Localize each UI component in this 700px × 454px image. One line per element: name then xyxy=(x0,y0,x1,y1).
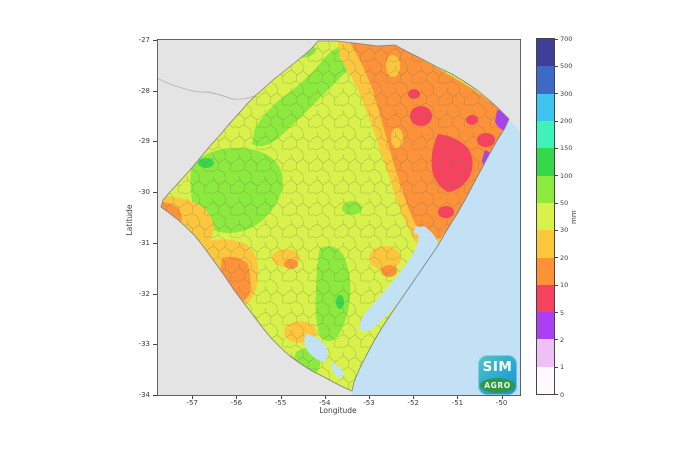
colorbar-tick-mark xyxy=(555,284,558,286)
y-tick-label: -34 xyxy=(138,390,150,399)
x-tick-mark xyxy=(192,396,194,399)
colorbar-tick-label: 0 xyxy=(560,390,565,399)
colorbar-segment-c50 xyxy=(537,175,554,203)
x-tick-label: -50 xyxy=(495,399,508,407)
colorbar-tick-label: 50 xyxy=(560,199,569,208)
colorbar-tick-mark xyxy=(555,366,558,368)
y-tick-label: -28 xyxy=(138,86,150,95)
colorbar-tick-mark xyxy=(555,202,558,204)
colorbar-segment-c1 xyxy=(537,339,554,367)
colorbar xyxy=(536,38,555,395)
x-tick-mark xyxy=(324,396,326,399)
simagro-logo: SIM AGRO xyxy=(478,355,517,395)
colorbar-tick-label: 20 xyxy=(560,253,569,262)
x-tick-label: -52 xyxy=(407,399,419,407)
colorbar-tick-label: 10 xyxy=(560,281,569,290)
x-tick-label: -56 xyxy=(230,399,243,407)
y-tick-mark xyxy=(153,394,157,396)
country-border-line xyxy=(157,77,256,100)
colorbar-segment-c10 xyxy=(537,257,554,285)
colorbar-tick-label: 100 xyxy=(560,171,573,180)
colorbar-tick-mark xyxy=(555,312,558,313)
x-tick-label: -57 xyxy=(186,399,198,407)
state-outline xyxy=(160,40,510,392)
colorbar-tick-mark xyxy=(555,120,558,122)
x-tick-mark xyxy=(280,396,282,399)
colorbar-segment-c100 xyxy=(537,148,554,176)
colorbar-tick-label: 200 xyxy=(560,117,573,126)
y-tick-mark xyxy=(153,344,157,346)
lagoa-mirim xyxy=(304,334,328,362)
x-tick-mark xyxy=(236,396,238,399)
colorbar-tick-mark xyxy=(555,147,558,149)
ocean xyxy=(352,119,521,396)
logo-text-sim: SIM xyxy=(482,359,513,375)
colorbar-tick-label: 500 xyxy=(560,62,573,71)
colorbar-tick-label: 30 xyxy=(560,226,569,235)
y-tick-mark xyxy=(153,90,157,92)
colorbar-tick-label: 700 xyxy=(560,35,573,43)
y-tick-label: -29 xyxy=(138,137,150,146)
y-tick-mark xyxy=(153,192,157,194)
colorbar-tick-mark xyxy=(555,93,558,95)
y-tick-mark xyxy=(153,242,157,244)
colorbar-segment-c0 xyxy=(537,366,554,395)
guaiba xyxy=(413,226,424,236)
colorbar-tick-label: 300 xyxy=(560,89,573,98)
colorbar-segment-c500 xyxy=(537,39,554,67)
x-tick-mark xyxy=(501,396,503,399)
colorbar-segment-c150 xyxy=(537,120,554,149)
y-tick-label: -30 xyxy=(138,188,150,197)
colorbar-segment-c300 xyxy=(537,66,554,94)
y-tick-mark xyxy=(153,141,157,143)
x-tick-mark xyxy=(413,396,415,399)
colorbar-tick-mark xyxy=(555,339,558,341)
map-canvas xyxy=(157,39,521,396)
lagoa-mangueira xyxy=(331,362,344,378)
colorbar-tick-mark xyxy=(555,257,558,259)
colorbar-tick-mark xyxy=(555,65,558,67)
colorbar-unit-label: mm xyxy=(570,210,578,224)
x-tick-mark xyxy=(369,396,370,399)
colorbar-segment-c20 xyxy=(537,230,554,258)
y-tick-mark xyxy=(153,293,157,295)
x-axis-label: Longitude xyxy=(319,406,357,415)
x-tick-mark xyxy=(457,396,459,399)
logo-text-agro: AGRO xyxy=(480,378,515,393)
colorbar-tick-label: 5 xyxy=(560,308,565,317)
plot-border xyxy=(157,39,521,396)
colorbar-segment-c2 xyxy=(537,312,554,340)
y-tick-label: -33 xyxy=(138,340,150,349)
colorbar-tick-mark xyxy=(555,175,558,177)
colorbar-tick-mark xyxy=(555,229,558,231)
x-tick-label: -55 xyxy=(274,399,287,407)
x-tick-label: -53 xyxy=(363,399,375,407)
colorbar-tick-mark xyxy=(555,394,558,396)
y-tick-label: -27 xyxy=(138,36,150,44)
lagoa-dos-patos xyxy=(359,226,440,332)
x-tick-label: -51 xyxy=(451,399,464,407)
colorbar-segment-c30 xyxy=(537,202,554,231)
colorbar-tick-label: 150 xyxy=(560,144,573,153)
y-tick-label: -31 xyxy=(138,238,150,247)
y-tick-label: -32 xyxy=(138,289,150,298)
y-tick-mark xyxy=(153,40,157,41)
x-tick-label: -54 xyxy=(319,399,331,407)
colorbar-tick-mark xyxy=(555,38,558,40)
colorbar-tick-label: 2 xyxy=(560,335,565,344)
colorbar-tick-label: 1 xyxy=(560,363,565,372)
colorbar-segment-c5 xyxy=(537,284,554,313)
colorbar-segment-c200 xyxy=(537,93,554,121)
